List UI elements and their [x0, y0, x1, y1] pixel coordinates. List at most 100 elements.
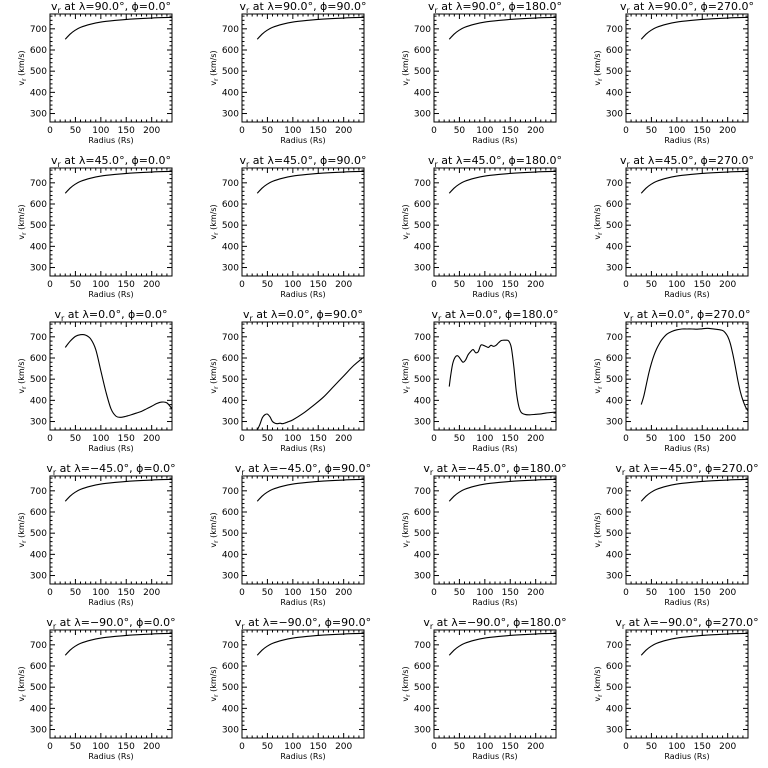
y-tick-label: 300 [606, 572, 623, 582]
title-text: ° [366, 462, 372, 475]
x-tick-label: 50 [70, 126, 82, 136]
y-tick-label: 400 [414, 242, 431, 252]
plot-frame [49, 475, 173, 585]
x-tick-label: 150 [694, 434, 711, 444]
y-tick-label: 400 [606, 396, 623, 406]
panel-title: vr at λ=90.0°, ϕ=90.0° [239, 0, 366, 15]
x-tick-label: 100 [92, 742, 109, 752]
title-latitude: −45.0 [278, 462, 312, 475]
x-tick-label: 200 [527, 126, 544, 136]
y-axis-label: vr (km/s) [17, 666, 28, 701]
y-tick-label: 700 [222, 179, 239, 189]
y-tick-label: 400 [222, 396, 239, 406]
y-tick-label: 700 [30, 333, 47, 343]
y-tick-label: 700 [414, 179, 431, 189]
y-tick-label: 300 [414, 110, 431, 120]
y-axis-label: vr (km/s) [593, 358, 604, 393]
title-subscript: r [241, 468, 245, 477]
title-subscript: r [61, 314, 65, 323]
x-tick-label: 0 [623, 588, 629, 598]
panel: vr at λ=90.0°, ϕ=0.0°0 50 100 150 2003004005… [17, 0, 173, 145]
y-label-subscript: r [405, 78, 412, 81]
y-label-subscript: r [213, 694, 220, 697]
title-subscript: r [57, 160, 61, 169]
series-line [640, 170, 748, 194]
title-text: at λ= [441, 308, 475, 321]
title-text: at λ= [245, 616, 279, 629]
series-line [448, 170, 556, 194]
y-axis-label: vr (km/s) [17, 358, 28, 393]
y-tick-label: 500 [414, 375, 431, 385]
title-text: °, ϕ= [119, 0, 148, 13]
x-tick-label: 50 [454, 588, 466, 598]
y-tick-label: 400 [222, 242, 239, 252]
panel: vr at λ=90.0°, ϕ=90.0°0 50 100 150 200300400… [209, 0, 367, 145]
series-line [256, 478, 364, 502]
y-tick-label: 700 [606, 487, 623, 497]
y-label-symbol: v [17, 697, 26, 702]
title-longitude: 180.0 [522, 308, 554, 321]
x-axis-label: Radius (Rs) [664, 752, 709, 761]
x-tick-label: 200 [335, 280, 352, 290]
y-axis-label: vr (km/s) [401, 358, 412, 393]
y-label-subscript: r [405, 232, 412, 235]
y-tick-label: 500 [222, 683, 239, 693]
plot-frame [625, 13, 749, 123]
y-tick-label: 600 [222, 354, 239, 364]
title-text: at λ= [56, 616, 90, 629]
y-tick-label: 700 [414, 25, 431, 35]
y-label-symbol: v [209, 81, 218, 86]
y-tick-label: 300 [414, 726, 431, 736]
y-tick-label: 700 [606, 179, 623, 189]
x-axis-label: Radius (Rs) [472, 444, 517, 453]
x-axis-label: Radius (Rs) [664, 444, 709, 453]
x-tick-label: 50 [454, 742, 466, 752]
x-tick-label: 200 [335, 126, 352, 136]
x-tick-label: 0 [239, 742, 245, 752]
y-tick-label: 700 [222, 487, 239, 497]
x-tick-label: 50 [454, 280, 466, 290]
title-longitude: 270.0 [717, 154, 749, 167]
y-tick-label: 600 [606, 200, 623, 210]
y-label-symbol: v [209, 697, 218, 702]
x-tick-label: 50 [262, 588, 274, 598]
x-tick-label: 150 [118, 742, 135, 752]
title-symbol: v [239, 0, 246, 13]
title-longitude: 180.0 [530, 616, 562, 629]
title-symbol: v [423, 462, 430, 475]
x-tick-label: 150 [694, 588, 711, 598]
y-tick-label: 500 [606, 375, 623, 385]
y-axis-label: vr (km/s) [17, 204, 28, 239]
y-tick-label: 400 [414, 704, 431, 714]
y-label-subscript: r [21, 78, 28, 81]
title-text: ° [361, 154, 367, 167]
title-symbol: v [239, 154, 246, 167]
y-tick-label: 300 [222, 726, 239, 736]
title-text: °, ϕ= [688, 0, 717, 13]
panel-title: vr at λ=−90.0°, ϕ=0.0° [46, 616, 175, 631]
x-tick-label: 0 [623, 126, 629, 136]
plot-frame [49, 13, 173, 123]
x-axis-label: Radius (Rs) [472, 136, 517, 145]
x-axis-label: Radius (Rs) [88, 444, 133, 453]
title-longitude: 180.0 [525, 0, 557, 13]
title-subscript: r [434, 6, 438, 15]
x-tick-label: 200 [335, 434, 352, 444]
title-subscript: r [434, 160, 438, 169]
y-axis-label: vr (km/s) [209, 204, 220, 239]
x-tick-label: 100 [92, 434, 109, 444]
y-label-unit: (km/s) [209, 204, 218, 232]
y-label-unit: (km/s) [17, 512, 26, 540]
series-line [64, 478, 172, 502]
plot-frame [433, 629, 557, 739]
x-tick-label: 100 [92, 588, 109, 598]
x-axis-label: Radius (Rs) [472, 598, 517, 607]
y-axis-label: vr (km/s) [209, 512, 220, 547]
y-tick-label: 700 [30, 179, 47, 189]
y-tick-label: 300 [606, 418, 623, 428]
title-text: at λ= [625, 616, 659, 629]
title-latitude: 0.0 [667, 308, 685, 321]
y-label-symbol: v [209, 543, 218, 548]
y-label-unit: (km/s) [401, 50, 410, 78]
x-tick-label: 150 [310, 126, 327, 136]
